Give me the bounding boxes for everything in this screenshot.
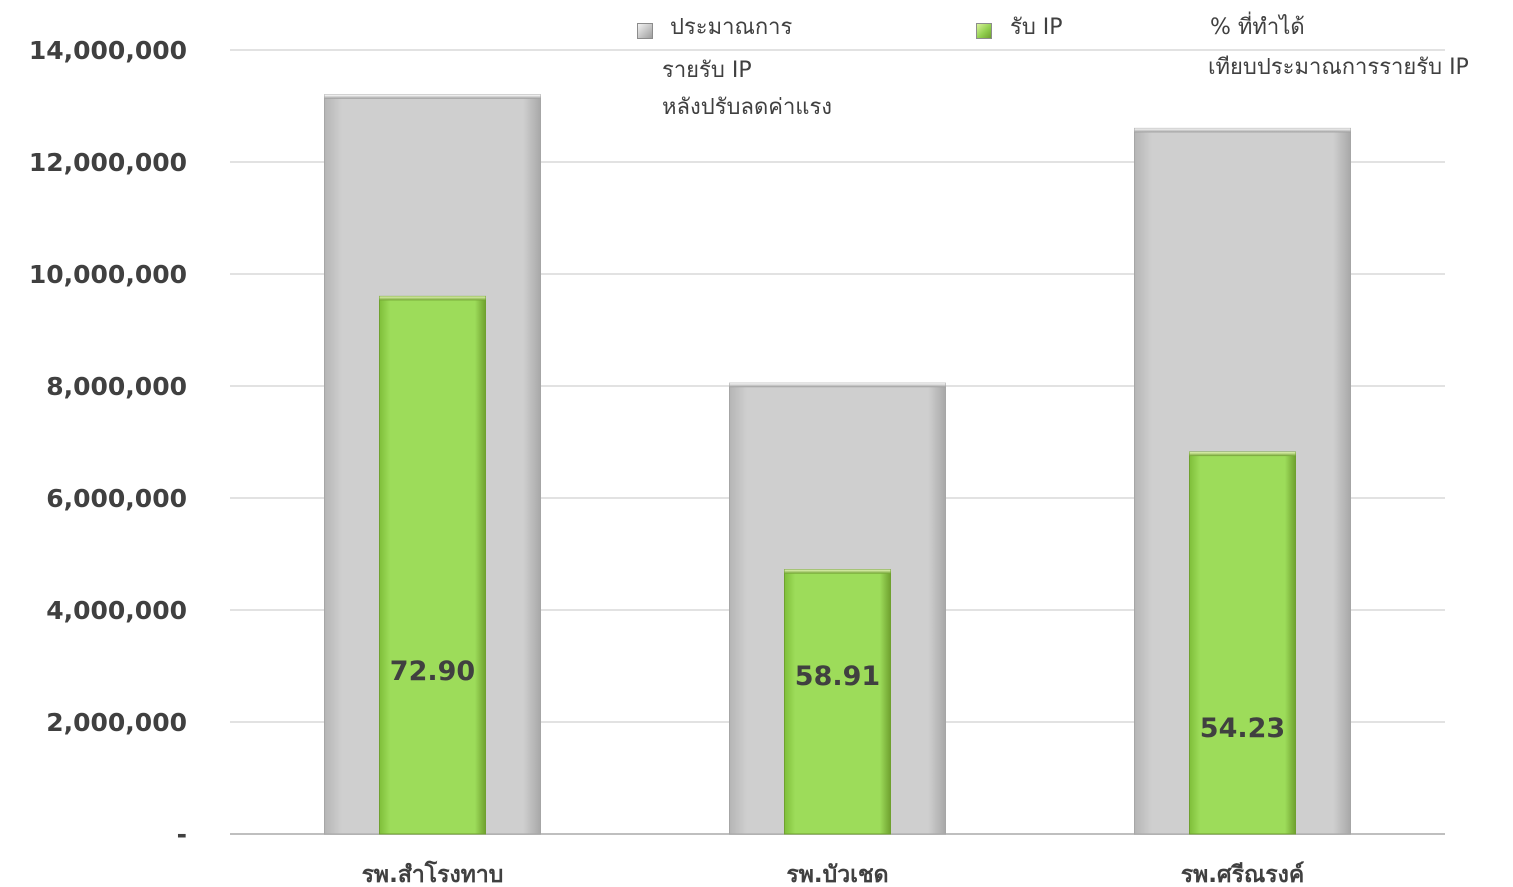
x-tick-label: รพ.บัวเชด — [786, 862, 888, 887]
y-tick-label: 2,000,000 — [46, 708, 187, 737]
legend-swatch-estimate — [637, 23, 653, 39]
bar-estimate-bevel — [324, 94, 541, 99]
data-labels: 72.90 58.91 54.23 — [390, 656, 1285, 744]
legend-swatch-ip — [976, 23, 992, 39]
y-tick-label: 6,000,000 — [46, 484, 187, 513]
x-tick-label: รพ.สำโรงทาบ — [362, 860, 504, 887]
y-tick-label: 8,000,000 — [46, 372, 187, 401]
bar-estimate-bevel — [1134, 128, 1351, 133]
y-tick-label: 12,000,000 — [29, 148, 187, 177]
legend-estimate-line1: ประมาณการ — [670, 15, 793, 40]
legend-estimate-line2: รายรับ IP — [662, 58, 752, 83]
y-tick-label: 4,000,000 — [46, 596, 187, 625]
bars — [324, 94, 1351, 835]
y-tick-label: - — [177, 820, 187, 849]
legend-estimate-line3: หลังปรับลดค่าแรง — [662, 95, 833, 120]
x-axis-ticks: รพ.สำโรงทาบ รพ.บัวเชด รพ.ศรีณรงค์ — [362, 860, 1305, 887]
legend-label-ip: รับ IP — [1010, 12, 1063, 43]
bar-estimate-bevel — [729, 383, 946, 388]
bar-ip — [379, 295, 486, 835]
bar-ip-bevel — [379, 296, 486, 301]
bar-ip-bevel — [784, 569, 891, 574]
legend-label-percent-cont: เทียบประมาณการรายรับ IP — [1208, 52, 1469, 83]
percent-data-label: 58.91 — [795, 661, 880, 692]
legend-label-percent: % ที่ทำได้ — [1210, 12, 1305, 43]
y-tick-label: 10,000,000 — [29, 260, 187, 289]
bar-ip — [1189, 451, 1296, 835]
legend-percent-line2: เทียบประมาณการรายรับ IP — [1208, 55, 1469, 80]
legend-percent-line1: % ที่ทำได้ — [1210, 15, 1305, 40]
x-tick-label: รพ.ศรีณรงค์ — [1181, 861, 1305, 887]
bar-ip — [784, 569, 891, 835]
percent-data-label: 54.23 — [1200, 713, 1285, 744]
y-tick-label: 14,000,000 — [29, 36, 187, 65]
legend-label-estimate: ประมาณการ — [670, 12, 792, 43]
legend-ip-line1: รับ IP — [1010, 15, 1063, 40]
legend-label-estimate-cont: รายรับ IP หลังปรับลดค่าแรง — [662, 55, 832, 123]
y-axis-ticks: - 2,000,000 4,000,000 6,000,000 8,000,000 10,… — [29, 36, 187, 849]
bar-ip-bevel — [1189, 452, 1296, 457]
percent-data-label: 72.90 — [390, 656, 475, 687]
